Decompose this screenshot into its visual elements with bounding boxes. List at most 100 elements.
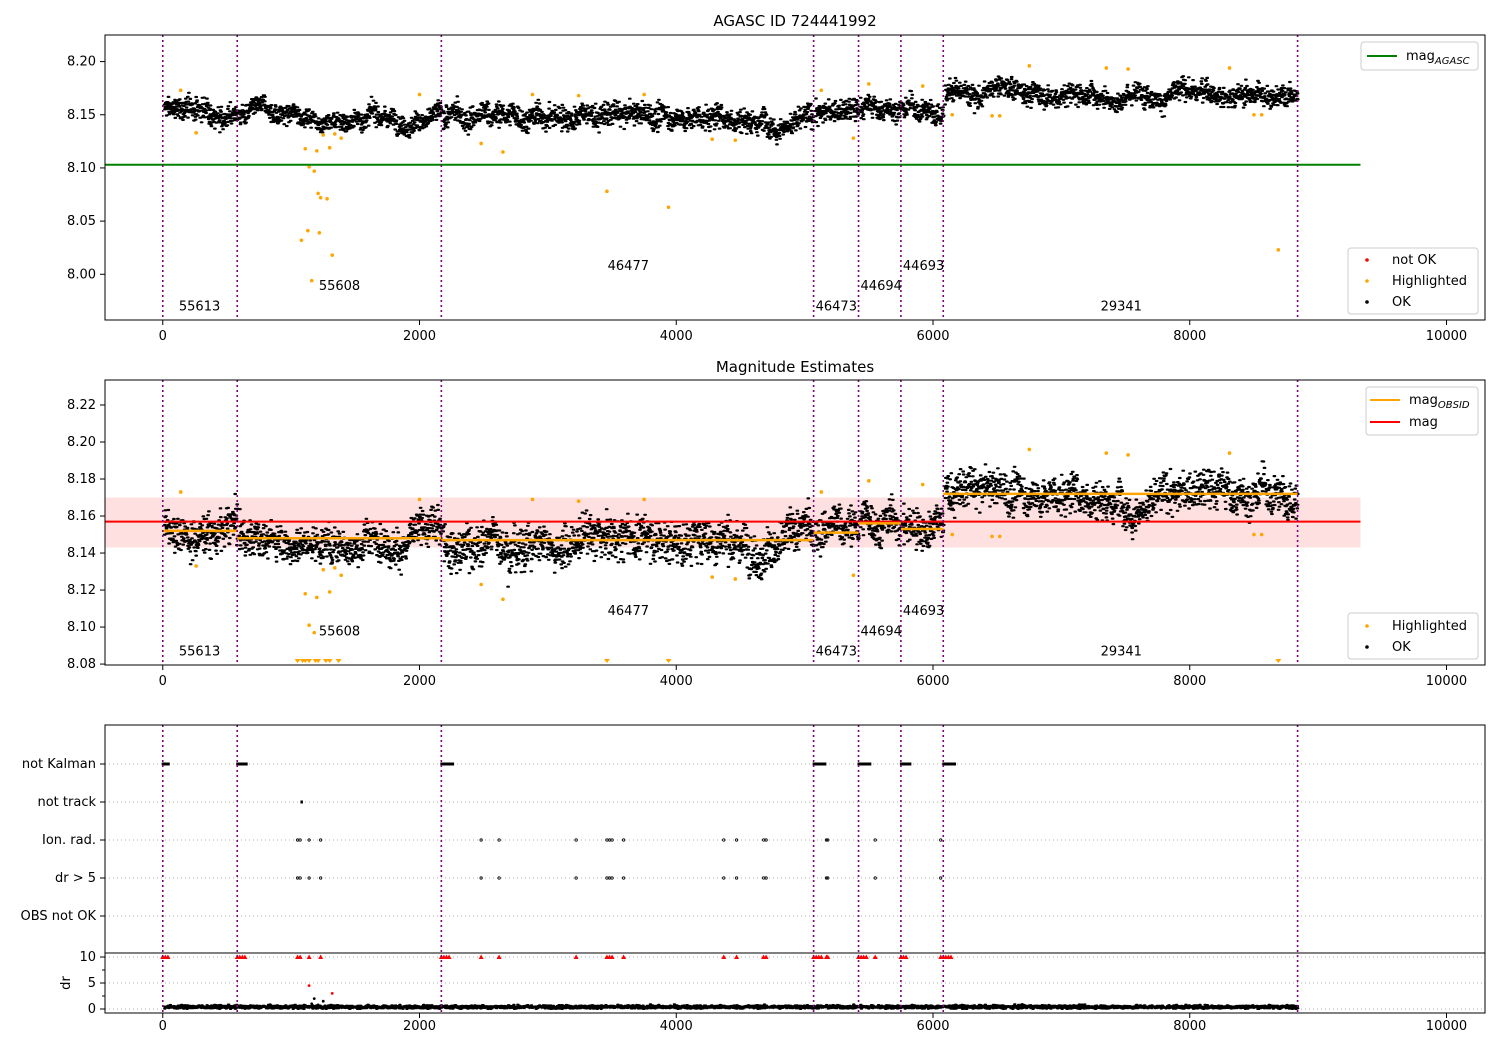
flag-not-kalman-point xyxy=(451,762,455,766)
flag-not-kalman-point xyxy=(446,762,449,766)
highlighted-point xyxy=(317,230,322,235)
highlighted-point xyxy=(1104,451,1109,455)
highlighted-point xyxy=(1252,112,1256,117)
y-tick-label: 8.00 xyxy=(67,267,96,282)
legend-mag-agasc-label: magAGASC xyxy=(1406,49,1470,67)
x-tick-label: 10000 xyxy=(1426,329,1467,344)
highlighted-point xyxy=(733,138,738,143)
flag-not-kalman-point xyxy=(161,762,164,766)
panel2-legend-upper: magOBSID mag xyxy=(1365,386,1479,436)
highlighted-point xyxy=(178,490,183,494)
x-tick-label: 10000 xyxy=(1426,1019,1467,1034)
clipped-low-marker xyxy=(603,659,610,663)
highlighted-point xyxy=(303,591,308,596)
obsid-label: 44694 xyxy=(861,624,902,639)
flag-not-kalman-point xyxy=(821,762,825,766)
flag-dr5-point xyxy=(497,876,501,880)
flag-not-kalman-point xyxy=(861,762,864,766)
highlighted-point xyxy=(1259,532,1264,537)
dr-clipped-marker xyxy=(478,954,484,959)
obsid-label: 44693 xyxy=(903,259,944,274)
obsid-label: 55608 xyxy=(319,279,360,294)
obsid-label: 44693 xyxy=(903,604,944,619)
highlighted-point xyxy=(330,253,335,257)
highlighted-point xyxy=(990,534,994,539)
dr-clipped-marker xyxy=(825,954,831,959)
obsid-label: 46473 xyxy=(816,645,857,660)
flag-not-kalman-point xyxy=(945,762,948,766)
highlighted-point xyxy=(312,630,317,635)
highlighted-point xyxy=(1227,66,1232,70)
highlighted-point xyxy=(1027,447,1032,452)
flag-not-kalman-point xyxy=(440,762,443,766)
flag-not-kalman-point xyxy=(907,762,911,766)
highlighted-point xyxy=(315,595,319,600)
flag-not-kalman-point xyxy=(865,762,868,766)
dr-tick-label: 5 xyxy=(88,976,96,991)
highlighted-point xyxy=(990,114,994,118)
flag-dr5-point xyxy=(734,876,739,880)
flag-not-kalman-point xyxy=(905,762,908,766)
highlighted-point xyxy=(316,191,320,196)
highlighted-point xyxy=(339,573,344,578)
x-tick-label: 8000 xyxy=(1173,329,1206,344)
flag-not-kalman-point xyxy=(867,762,871,766)
flag-row-label: not track xyxy=(37,795,96,810)
highlighted-point xyxy=(306,228,310,233)
flag-not-kalman-point xyxy=(818,762,821,766)
highlighted-point xyxy=(576,93,581,98)
highlighted-point xyxy=(530,92,535,97)
highlighted-point xyxy=(851,136,856,140)
flag-not-kalman-point xyxy=(952,762,955,766)
y-tick-label: 8.10 xyxy=(67,620,96,635)
highlighted-point xyxy=(530,497,535,502)
flag-not-kalman-point xyxy=(948,762,951,766)
clipped-low-marker xyxy=(1275,659,1282,663)
obsid-label: 46477 xyxy=(608,604,649,619)
flag-dr5-point xyxy=(610,876,614,880)
highlighted-point xyxy=(642,92,646,97)
flag-row-label: OBS not OK xyxy=(21,909,97,924)
flag-not-kalman-point xyxy=(943,762,946,766)
panel2-frame xyxy=(104,379,1486,666)
flag-not-kalman-point xyxy=(906,762,910,766)
clipped-low-marker xyxy=(302,659,309,663)
y-tick-label: 8.22 xyxy=(67,398,96,413)
ok-points-series xyxy=(162,75,1300,146)
flag-not-kalman-point xyxy=(164,762,167,766)
highlighted-point xyxy=(1259,112,1264,117)
dr-clipped-marker xyxy=(721,954,727,959)
flag-dr5-point xyxy=(622,876,626,880)
dr-clipped-marker xyxy=(297,954,303,959)
y-tick-label: 8.20 xyxy=(67,55,96,70)
clipped-low-marker xyxy=(294,659,301,663)
obsid-label: 29341 xyxy=(1101,299,1142,314)
dr-clipped-marker xyxy=(872,954,878,959)
flag-not-kalman-point xyxy=(901,762,904,766)
highlighted-point xyxy=(1126,67,1130,71)
clipped-low-marker xyxy=(306,659,313,663)
flag-not-kalman-point xyxy=(165,762,168,766)
flag-not-kalman-point xyxy=(942,762,945,766)
flag-not-kalman-point xyxy=(444,762,448,766)
obsid-label: 46473 xyxy=(816,299,857,314)
highlighted-point xyxy=(312,169,317,173)
x-tick-label: 6000 xyxy=(916,1019,949,1034)
flag-not-kalman-point xyxy=(239,762,242,766)
legend-not-ok-label: not OK xyxy=(1392,253,1437,268)
x-tick-label: 8000 xyxy=(1173,1019,1206,1034)
legend2-highlighted-label: Highlighted xyxy=(1392,619,1467,634)
flag-not-kalman-point xyxy=(442,762,445,766)
panel2-legend-lower: Highlighted OK xyxy=(1347,612,1479,660)
highlighted-point xyxy=(851,573,856,578)
flag-not-kalman-point xyxy=(824,762,827,766)
dr-outlier-point xyxy=(310,1002,314,1006)
dr-clipped-marker xyxy=(903,954,909,959)
highlighted-point xyxy=(1227,451,1232,455)
highlighted-point xyxy=(501,597,505,602)
panel1-legend-upper: magAGASC xyxy=(1360,41,1479,71)
highlighted-point xyxy=(1252,532,1256,537)
legend-highlighted-marker xyxy=(1365,279,1369,283)
flag-not-kalman-point xyxy=(946,762,950,766)
highlighted-point xyxy=(605,189,609,194)
